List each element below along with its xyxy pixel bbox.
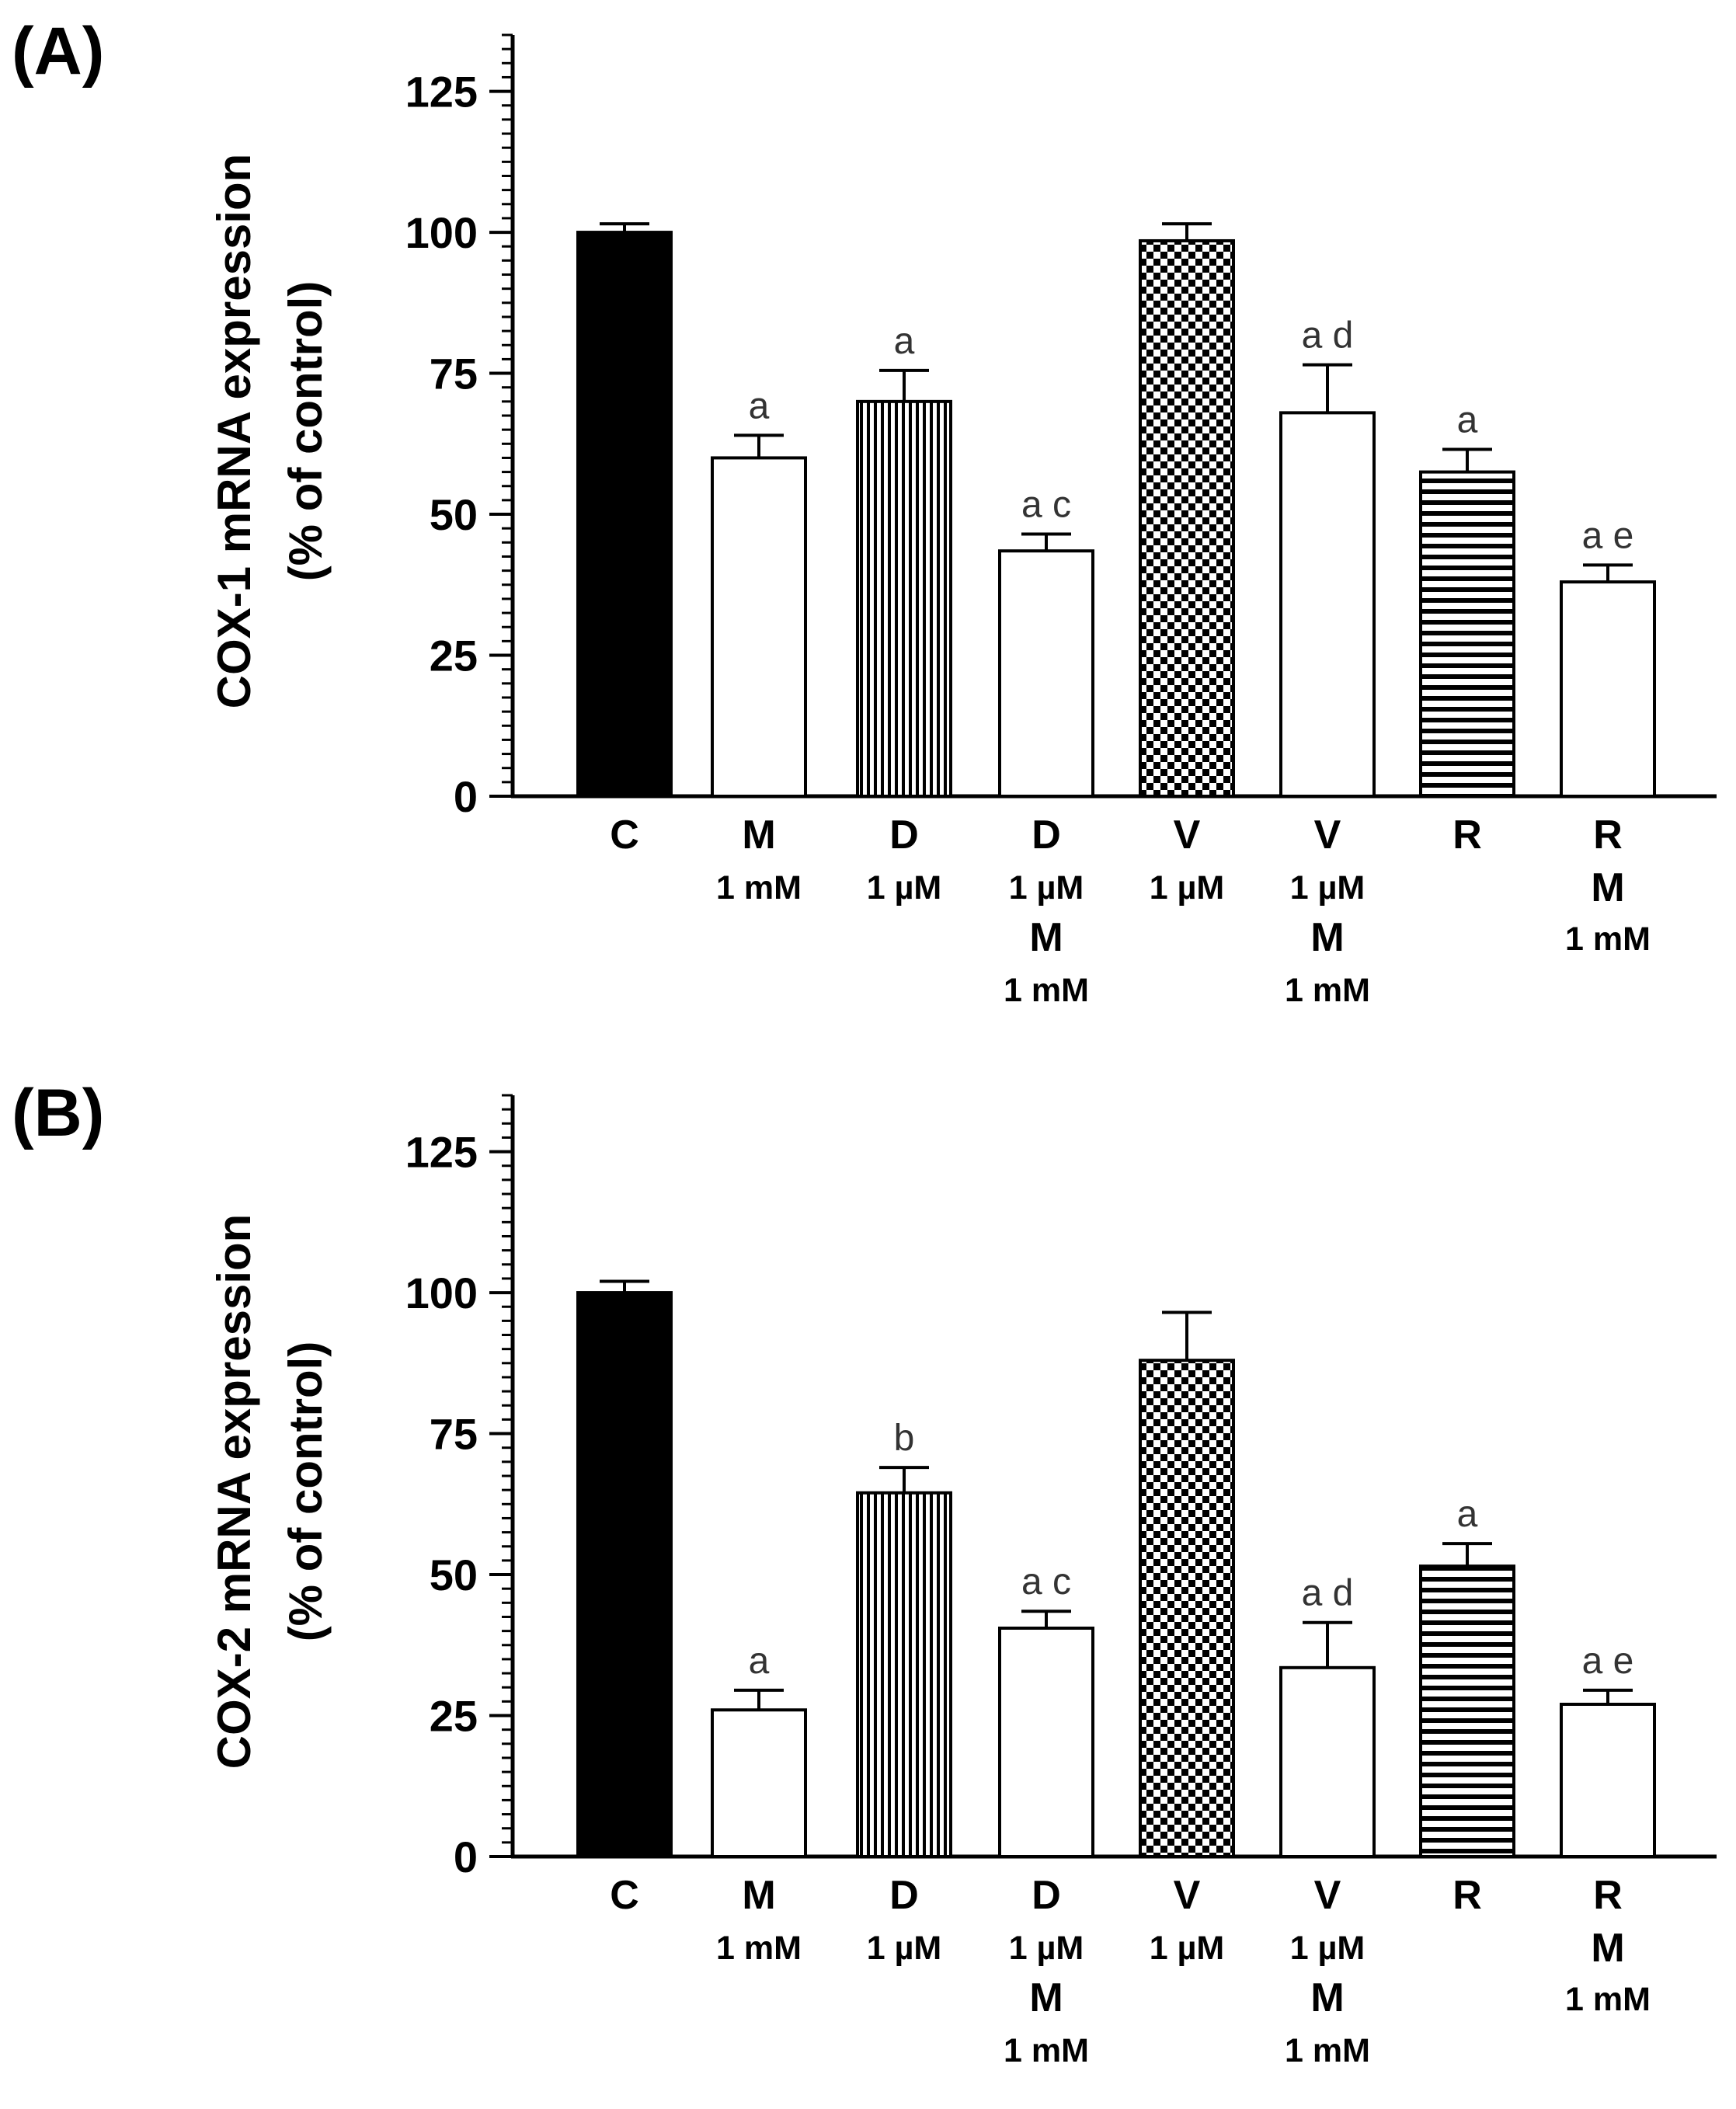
y-axis-label-line1: COX-2 mRNA expression [208, 1214, 260, 1770]
x-category-label: 1 µM [1290, 869, 1365, 907]
bar [1560, 1703, 1656, 1858]
x-category-label: M [1591, 1926, 1624, 1971]
x-category-label: 1 mM [1565, 921, 1651, 958]
x-category-label: 1 µM [1150, 1930, 1224, 1967]
bar [1419, 1564, 1515, 1859]
x-category-label: 1 µM [1290, 1930, 1365, 1967]
x-category-label: V [1174, 813, 1201, 858]
bar [856, 1491, 952, 1859]
significance-label: a d [1302, 315, 1354, 357]
bar [1560, 580, 1656, 798]
bar [856, 399, 952, 799]
significance-label: a [749, 1641, 770, 1682]
x-category-label: V [1314, 1873, 1341, 1918]
y-axis-label-line2: (% of control) [280, 281, 332, 582]
panel-label: (B) [12, 1076, 104, 1150]
x-category-label: 1 µM [867, 1930, 941, 1967]
x-category-label: M [1310, 1975, 1344, 2020]
y-tick-label: 0 [454, 772, 478, 821]
y-tick-label: 100 [405, 208, 478, 257]
y-tick-label: 25 [430, 1692, 478, 1741]
bar [711, 1708, 807, 1859]
bar [576, 1291, 673, 1858]
y-tick-label: 100 [405, 1269, 478, 1317]
bar [998, 549, 1094, 798]
significance-label: a d [1302, 1573, 1354, 1614]
x-category-label: 1 µM [1009, 869, 1084, 907]
x-category-label: 1 mM [1285, 2032, 1370, 2069]
x-category-label: R [1452, 1873, 1482, 1918]
significance-label: a c [1021, 1561, 1071, 1603]
significance-label: a [1457, 400, 1478, 441]
x-category-label: R [1593, 813, 1623, 858]
y-tick-label: 50 [430, 490, 478, 539]
significance-label: a c [1021, 484, 1071, 525]
significance-label: a e [1582, 1641, 1634, 1682]
x-category-label: M [742, 813, 775, 858]
y-tick-label: 75 [430, 350, 478, 398]
bar [1279, 1665, 1376, 1858]
chart-panel-b: (B) COX-2 mRNA expression (% of control) 0 2… [12, 1076, 1717, 2069]
bar [1139, 238, 1235, 798]
y-tick-label: 125 [405, 1128, 478, 1177]
x-category-label: 1 mM [716, 869, 802, 907]
x-category-label: 1 mM [1004, 972, 1089, 1009]
significance-label: a e [1582, 515, 1634, 556]
significance-label: a [1457, 1494, 1478, 1535]
x-category-label: M [1029, 915, 1063, 960]
x-category-label: C [610, 1873, 639, 1918]
x-category-label: 1 µM [1009, 1930, 1084, 1967]
x-category-label: 1 mM [1565, 1981, 1651, 2018]
panel-label: (A) [12, 14, 104, 89]
chart-panel-a: (A) COX-1 mRNA expression (% of control) 0 2… [12, 14, 1717, 1009]
y-tick-label: 0 [454, 1832, 478, 1881]
y-axis-label-line1: COX-1 mRNA expression [208, 154, 260, 709]
x-category-label: D [1032, 813, 1061, 858]
bar [998, 1627, 1094, 1858]
x-category-label: 1 mM [716, 1930, 802, 1967]
x-category-label: C [610, 813, 639, 858]
x-category-label: R [1593, 1873, 1623, 1918]
x-category-label: M [742, 1873, 775, 1918]
x-category-label: 1 mM [1004, 2032, 1089, 2069]
y-tick-label: 25 [430, 632, 478, 680]
x-category-label: 1 mM [1285, 972, 1370, 1009]
x-category-label: D [889, 813, 919, 858]
bar [711, 456, 807, 798]
y-tick-label: 125 [405, 68, 478, 117]
x-category-label: R [1452, 813, 1482, 858]
x-category-label: 1 µM [867, 869, 941, 907]
x-category-label: 1 µM [1150, 869, 1224, 907]
bar [1279, 411, 1376, 798]
x-category-label: D [1032, 1873, 1061, 1918]
bar [1139, 1359, 1235, 1858]
significance-label: a [749, 385, 770, 426]
significance-label: b [894, 1418, 915, 1459]
y-tick-label: 50 [430, 1550, 478, 1599]
significance-label: a [894, 321, 915, 362]
y-axis-label-line2: (% of control) [280, 1342, 332, 1642]
x-category-label: D [889, 1873, 919, 1918]
bar [576, 231, 673, 798]
x-category-label: M [1310, 915, 1344, 960]
x-category-label: M [1029, 1975, 1063, 2020]
x-category-label: M [1591, 865, 1624, 910]
x-category-label: V [1174, 1873, 1201, 1918]
x-category-label: V [1314, 813, 1341, 858]
bar [1419, 470, 1515, 798]
y-tick-label: 75 [430, 1410, 478, 1459]
